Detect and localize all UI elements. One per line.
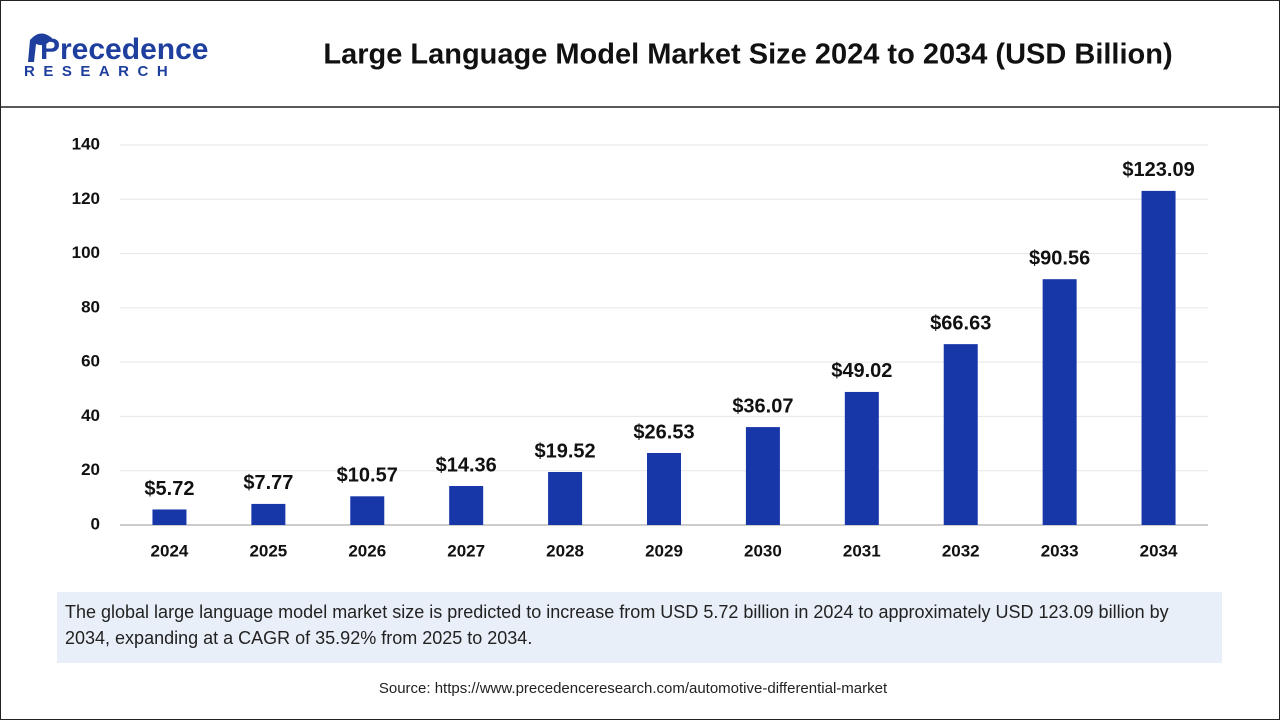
- x-tick-label: 2032: [942, 541, 980, 560]
- y-tick-label: 140: [72, 134, 100, 153]
- y-tick-label: 60: [81, 352, 100, 371]
- y-tick-label: 0: [91, 514, 100, 533]
- value-label: $19.52: [535, 440, 596, 462]
- value-label: $90.56: [1029, 247, 1090, 269]
- value-label: $66.63: [930, 312, 991, 334]
- bar: [943, 344, 978, 525]
- x-tick-label: 2034: [1140, 541, 1178, 560]
- y-tick-label: 40: [81, 406, 100, 425]
- logo-name: Precedence: [40, 33, 208, 66]
- logo-mark: [28, 33, 52, 62]
- y-tick-label: 120: [72, 189, 100, 208]
- bar: [449, 486, 484, 525]
- x-tick-label: 2027: [447, 541, 485, 560]
- bar: [251, 503, 286, 525]
- bar: [152, 509, 187, 525]
- y-tick-label: 20: [81, 460, 100, 479]
- value-label: $10.57: [337, 465, 398, 487]
- bar: [548, 472, 583, 525]
- y-tick-label: 100: [72, 243, 100, 262]
- chart-title: Large Language Model Market Size 2024 to…: [323, 39, 1172, 71]
- bar: [844, 391, 879, 525]
- bar: [350, 496, 385, 525]
- x-tick-label: 2029: [645, 541, 683, 560]
- y-tick-label: 80: [81, 297, 100, 316]
- description: The global large language model market s…: [57, 592, 1222, 663]
- x-tick-label: 2024: [151, 541, 189, 560]
- x-tick-label: 2033: [1041, 541, 1079, 560]
- x-tick-label: 2030: [744, 541, 782, 560]
- value-label: $14.36: [436, 454, 497, 476]
- value-label: $7.77: [243, 472, 293, 494]
- x-tick-label: 2025: [249, 541, 287, 560]
- value-label: $5.72: [144, 478, 194, 500]
- x-tick-label: 2031: [843, 541, 881, 560]
- value-label: $123.09: [1122, 159, 1194, 181]
- bar: [1141, 190, 1176, 526]
- logo-tagline: RESEARCH: [24, 63, 176, 80]
- x-tick-label: 2026: [348, 541, 386, 560]
- bar: [745, 427, 780, 525]
- source: Source: https://www.precedenceresearch.c…: [378, 680, 888, 697]
- value-label: $26.53: [633, 421, 694, 443]
- bar: [1042, 279, 1077, 525]
- value-label: $49.02: [831, 360, 892, 382]
- value-label: $36.07: [732, 395, 793, 417]
- x-tick-label: 2028: [546, 541, 584, 560]
- bar: [647, 452, 681, 525]
